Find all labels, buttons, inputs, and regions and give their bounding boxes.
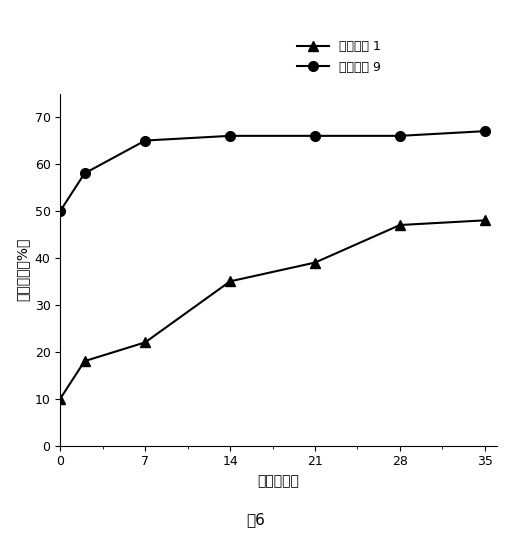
製剤番号 1 <box>312 259 318 266</box>
製剤番号 1 <box>57 395 63 402</box>
製剤番号 1 <box>482 217 488 224</box>
X-axis label: 時間（日）: 時間（日） <box>258 474 300 488</box>
製剤番号 9 <box>312 133 318 139</box>
製剤番号 9 <box>142 137 148 144</box>
Y-axis label: 累積放出（%）: 累積放出（%） <box>15 238 29 301</box>
Line: 製剤番号 1: 製剤番号 1 <box>55 216 490 403</box>
製剤番号 9 <box>81 170 88 177</box>
Line: 製剤番号 9: 製剤番号 9 <box>55 126 490 216</box>
製剤番号 1 <box>142 339 148 346</box>
製剤番号 1 <box>397 222 403 228</box>
Text: 図6: 図6 <box>247 513 265 528</box>
製剤番号 9 <box>57 208 63 214</box>
Legend: 製剤番号 1, 製剤番号 9: 製剤番号 1, 製剤番号 9 <box>293 36 384 78</box>
製剤番号 1 <box>81 358 88 364</box>
製剤番号 9 <box>227 133 233 139</box>
製剤番号 9 <box>397 133 403 139</box>
製剤番号 1 <box>227 278 233 285</box>
製剤番号 9 <box>482 128 488 134</box>
